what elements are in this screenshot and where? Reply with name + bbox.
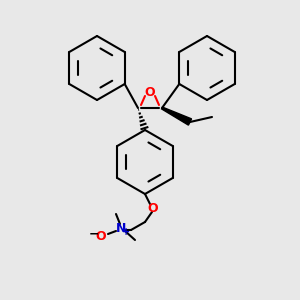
Polygon shape xyxy=(162,107,192,125)
Text: N: N xyxy=(116,221,126,235)
Text: O: O xyxy=(148,202,158,214)
Text: +: + xyxy=(122,227,130,237)
Text: −: − xyxy=(89,227,99,241)
Text: O: O xyxy=(96,230,106,242)
Text: O: O xyxy=(145,85,155,98)
